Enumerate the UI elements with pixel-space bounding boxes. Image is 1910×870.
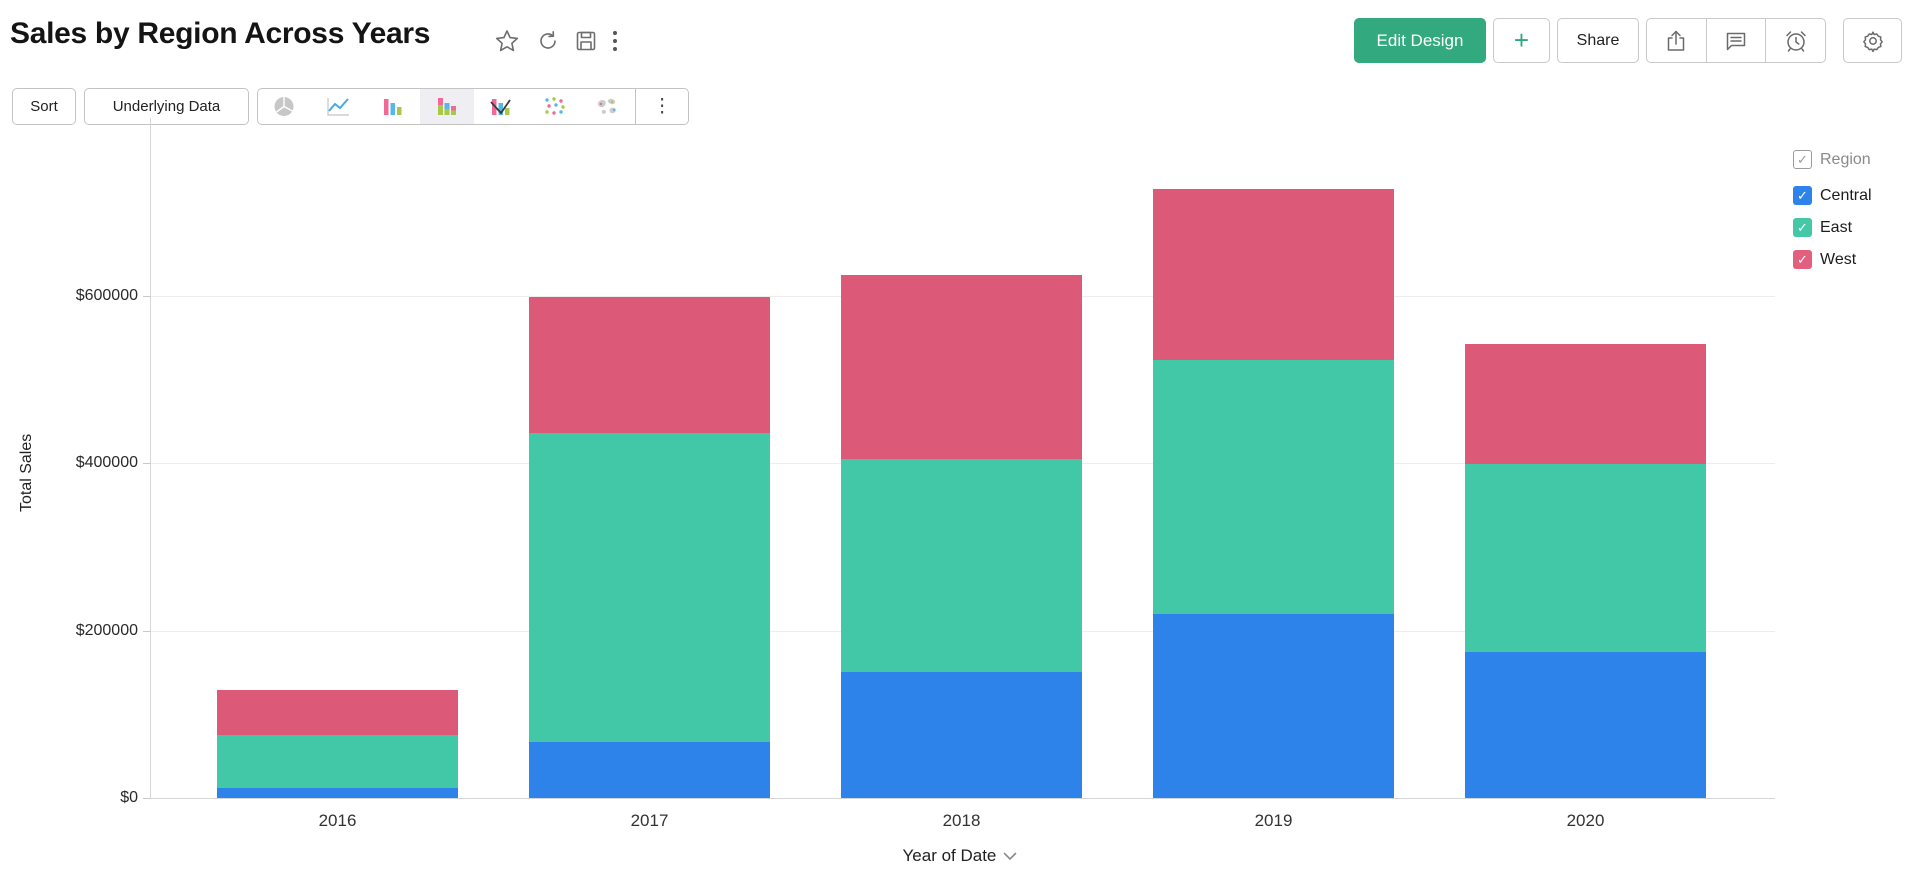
x-axis-title[interactable]: Year of Date [903,846,1018,866]
x-axis-title-label: Year of Date [902,846,997,865]
bar-segment-east-2019[interactable] [1153,359,1394,614]
stacked-bar-chart: Total Sales Year of Date $0 $200000 $40000… [0,110,1910,870]
bar-segment-central-2017[interactable] [529,741,770,798]
legend-item-central[interactable]: ✓ Central [1793,186,1872,205]
underlying-data-button[interactable]: Underlying Data [84,88,249,125]
y-tick-mark [143,463,150,464]
east-checkbox[interactable]: ✓ [1793,218,1812,237]
page-title: Sales by Region Across Years [10,17,431,50]
bar-segment-central-2019[interactable] [1153,613,1394,798]
legend-item-east[interactable]: ✓ East [1793,218,1872,237]
y-tick-label: $0 [120,789,138,806]
legend-label: East [1820,218,1853,236]
y-tick-label: $400000 [75,454,138,471]
y-tick-label: $200000 [75,621,138,639]
bar-segment-west-2018[interactable] [841,274,1082,459]
y-tick-mark [143,630,150,632]
west-checkbox[interactable]: ✓ [1793,250,1812,269]
legend-label: Central [1820,186,1872,204]
bar-segment-central-2018[interactable] [841,671,1082,798]
bar-segment-east-2020[interactable] [1465,463,1706,653]
bar-segment-central-2020[interactable] [1465,652,1706,798]
bar-segment-west-2019[interactable] [1153,189,1394,360]
line-chart-icon[interactable] [312,89,366,124]
x-tick-label: 2017 [630,811,669,830]
y-tick-mark [143,798,150,799]
bar-segment-east-2016[interactable] [217,735,458,788]
sort-button[interactable]: Sort [12,88,76,125]
bar-segment-east-2017[interactable] [529,432,770,742]
stacked-bar-chart-icon[interactable] [419,89,474,124]
refresh-icon[interactable] [533,26,563,56]
add-button[interactable]: + [1493,18,1550,63]
settings-button[interactable] [1843,18,1902,63]
x-tick-label: 2019 [1254,811,1293,830]
bar-chart-icon[interactable] [366,89,420,124]
y-axis-line [150,118,151,798]
gear-icon [1862,30,1883,52]
export-icon[interactable] [1647,19,1706,62]
header-action-group [1646,18,1826,63]
legend-label: West [1820,250,1857,268]
chart-type-more-icon[interactable]: ⋮ [652,96,672,117]
divider [635,89,637,124]
pie-chart-icon[interactable] [258,89,312,124]
combo-chart-icon[interactable] [474,89,528,124]
bar-segment-west-2020[interactable] [1465,344,1706,464]
comment-icon[interactable] [1705,19,1766,62]
scatter-chart-icon[interactable] [527,89,581,124]
bar-segment-west-2017[interactable] [529,297,770,433]
legend: ✓ Region ✓ Central ✓ East ✓ West [1793,150,1872,282]
x-tick-label: 2018 [942,811,981,830]
bar-segment-west-2016[interactable] [217,689,458,736]
chart-type-switcher: ⋮ [257,88,689,125]
star-icon[interactable] [492,26,522,56]
bar-segment-central-2016[interactable] [217,787,458,798]
legend-header-region[interactable]: ✓ Region [1793,150,1872,169]
alarm-icon[interactable] [1765,19,1825,62]
more-vertical-icon[interactable] [604,26,626,56]
x-tick-label: 2020 [1566,811,1605,830]
central-checkbox[interactable]: ✓ [1793,186,1812,205]
edit-design-button[interactable]: Edit Design [1354,18,1486,63]
y-tick-mark [143,295,150,297]
share-button[interactable]: Share [1557,18,1639,63]
region-checkbox[interactable]: ✓ [1793,150,1812,169]
y-tick-label: $600000 [75,286,138,304]
gridline [150,798,1775,799]
chevron-down-icon [1004,852,1017,860]
bar-segment-east-2018[interactable] [841,458,1082,672]
map-chart-icon[interactable] [581,89,635,124]
legend-item-west[interactable]: ✓ West [1793,250,1872,269]
save-icon[interactable] [571,26,601,56]
legend-label: Region [1820,150,1871,168]
x-tick-label: 2016 [318,811,357,830]
